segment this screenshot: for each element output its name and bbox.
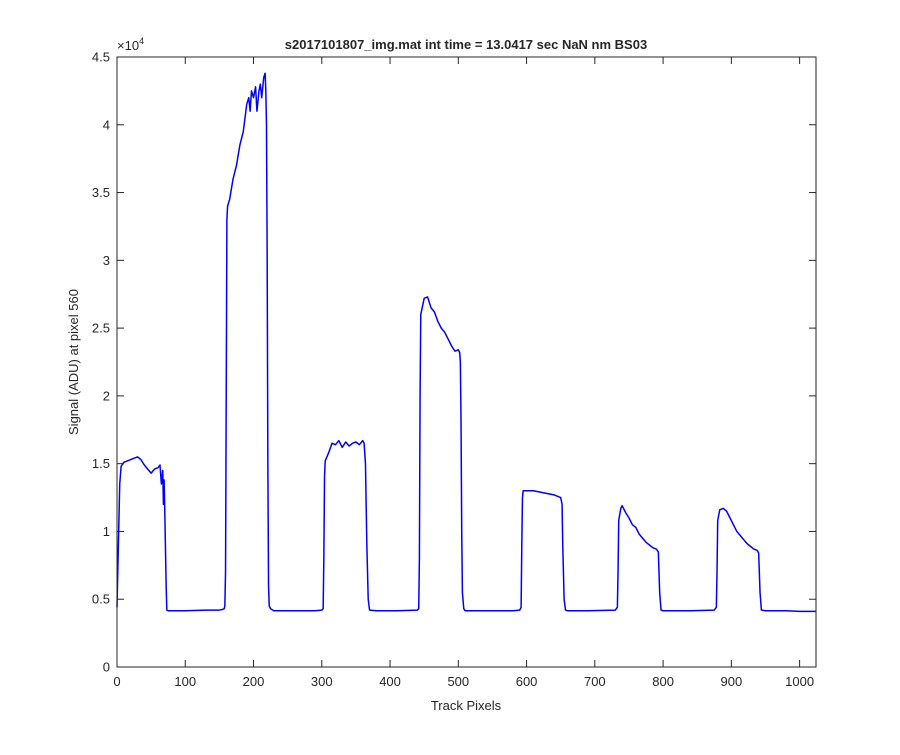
y-axis: 0 0.5 1 1.5 2 2.5 3 3.5 4 4.5: [92, 50, 816, 675]
plot-area-background: [117, 57, 816, 667]
x-tick-label: 100: [174, 674, 196, 689]
series-line: [116, 72, 816, 613]
y-exponent: ×104: [117, 36, 144, 53]
y-tick-label: 1.5: [92, 456, 110, 471]
y-exponent-power: 4: [139, 36, 144, 46]
axes-box: [116, 56, 817, 668]
y-tick-label: 4: [103, 117, 110, 132]
x-tick-label: 900: [721, 674, 743, 689]
y-tick-label: 2: [103, 388, 110, 403]
y-tick-label: 0.5: [92, 592, 110, 607]
y-exponent-base: ×10: [117, 38, 139, 53]
x-tick-label: 700: [584, 674, 606, 689]
y-tick-label: 2.5: [92, 321, 110, 336]
x-tick-label: 0: [113, 674, 120, 689]
x-tick-label: 400: [379, 674, 401, 689]
x-tick-label: 800: [652, 674, 674, 689]
x-tick-label: 1000: [785, 674, 814, 689]
x-tick-label: 200: [243, 674, 265, 689]
y-tick-label: 1: [103, 524, 110, 539]
y-axis-label: Signal (ADU) at pixel 560: [66, 289, 81, 435]
x-tick-label: 500: [447, 674, 469, 689]
chart-title: s2017101807_img.mat int time = 13.0417 s…: [285, 37, 647, 52]
y-tick-label: 3.5: [92, 185, 110, 200]
y-tick-label: 0: [103, 660, 110, 675]
x-tick-label: 600: [516, 674, 538, 689]
y-tick-label: 3: [103, 253, 110, 268]
y-tick-label: 4.5: [92, 50, 110, 65]
data-layer: [116, 72, 816, 613]
x-tick-label: 300: [311, 674, 333, 689]
x-axis: 0 100 200 300 400 500 600 700 800 900 1000: [113, 57, 814, 689]
x-axis-label: Track Pixels: [431, 698, 502, 713]
